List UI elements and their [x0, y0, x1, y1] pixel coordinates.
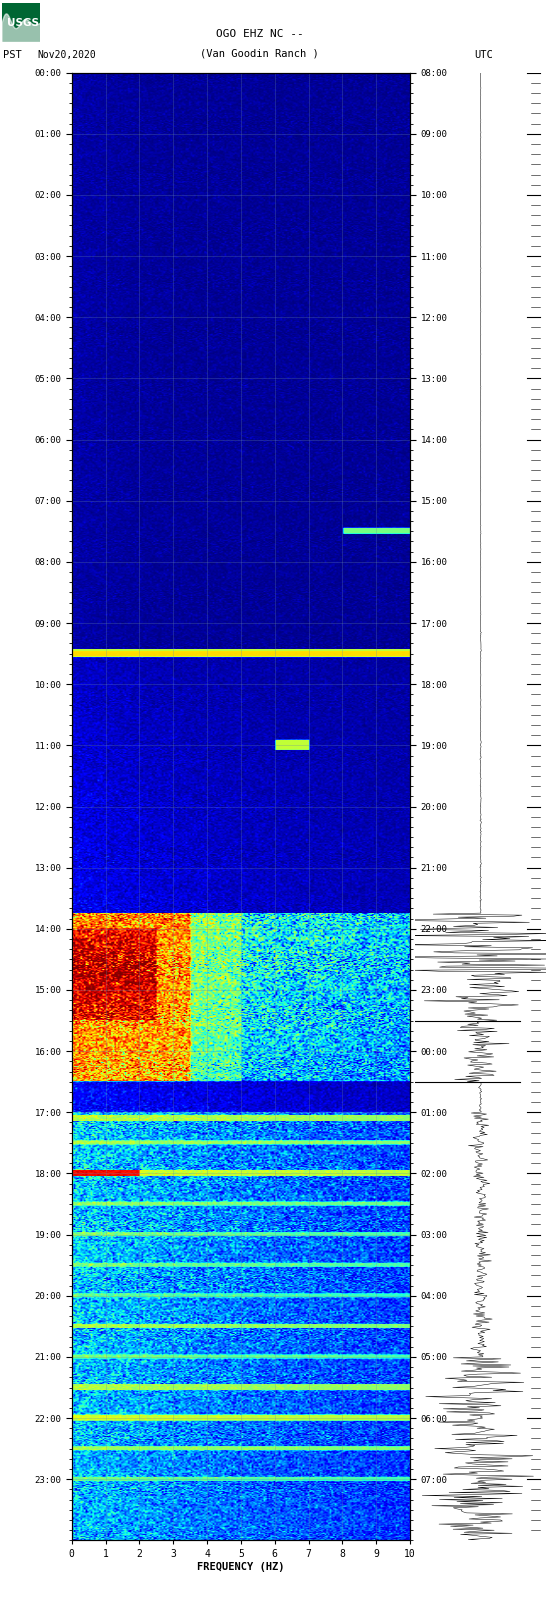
- X-axis label: FREQUENCY (HZ): FREQUENCY (HZ): [197, 1563, 285, 1573]
- Text: Nov20,2020: Nov20,2020: [38, 50, 96, 60]
- Text: UTC: UTC: [475, 50, 493, 60]
- Text: OGO EHZ NC --: OGO EHZ NC --: [216, 29, 303, 39]
- Text: (Van Goodin Ranch ): (Van Goodin Ranch ): [200, 48, 319, 58]
- Text: PST: PST: [3, 50, 22, 60]
- Text: USGS: USGS: [7, 18, 39, 27]
